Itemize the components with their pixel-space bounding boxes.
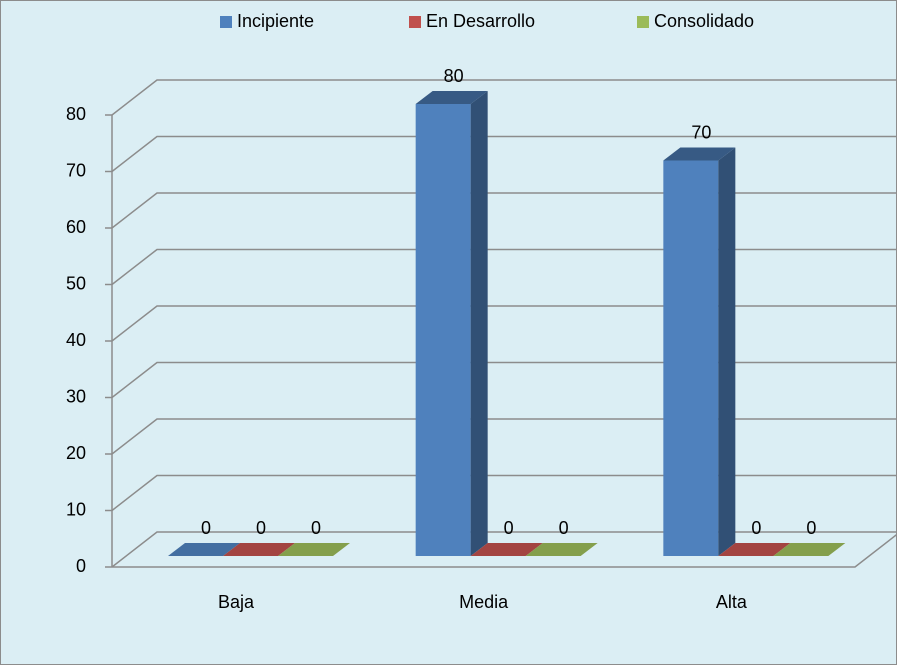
bar-top (415, 91, 488, 104)
data-label: 0 (751, 518, 761, 538)
data-label: 0 (504, 518, 514, 538)
legend-swatch (409, 16, 421, 28)
bar (470, 543, 543, 556)
data-label: 0 (256, 518, 266, 538)
data-label: 0 (806, 518, 816, 538)
bar-top (223, 543, 295, 556)
legend-swatch (637, 16, 649, 28)
data-label: 0 (559, 518, 569, 538)
y-tick-label: 80 (66, 104, 86, 124)
y-tick-label: 40 (66, 330, 86, 350)
bar (718, 543, 791, 556)
bar-top (525, 543, 598, 556)
bar (223, 543, 295, 556)
bar (525, 543, 598, 556)
y-tick-label: 30 (66, 386, 86, 406)
bar (773, 543, 846, 556)
bar (415, 91, 488, 556)
bar-front (663, 160, 719, 556)
grid-line (111, 79, 897, 116)
y-tick-label: 70 (66, 160, 86, 180)
grid-line (111, 135, 897, 173)
legend-label: Consolidado (654, 11, 754, 31)
y-tick-label: 50 (66, 273, 86, 293)
bar (278, 543, 350, 556)
floor (112, 533, 897, 568)
bar-front (415, 104, 471, 556)
legend-label: Incipiente (237, 11, 314, 31)
bar (663, 147, 736, 556)
bar-top (773, 543, 846, 556)
bar-side (718, 147, 736, 556)
legend-label: En Desarrollo (426, 11, 535, 31)
y-tick-label: 0 (76, 556, 86, 576)
x-tick-label: Alta (716, 592, 748, 612)
bar-top (718, 543, 791, 556)
y-tick-label: 10 (66, 499, 86, 519)
bar-top (470, 543, 543, 556)
legend-swatch (220, 16, 232, 28)
data-label: 0 (201, 518, 211, 538)
y-tick-label: 20 (66, 443, 86, 463)
bar (168, 543, 240, 556)
bar-top (278, 543, 350, 556)
y-tick-label: 60 (66, 217, 86, 237)
data-label: 80 (444, 66, 464, 86)
data-label: 70 (691, 122, 711, 142)
bar-top (663, 147, 736, 161)
x-tick-label: Baja (218, 592, 255, 612)
data-label: 0 (311, 518, 321, 538)
bar-side (470, 91, 488, 556)
x-tick-label: Media (459, 592, 509, 612)
bar-top (168, 543, 240, 556)
plot-area: 0 10 20 30 40 50 60 70 80 Baja Media Alta 0 80 70 0 0 0 0 0… (66, 66, 897, 612)
